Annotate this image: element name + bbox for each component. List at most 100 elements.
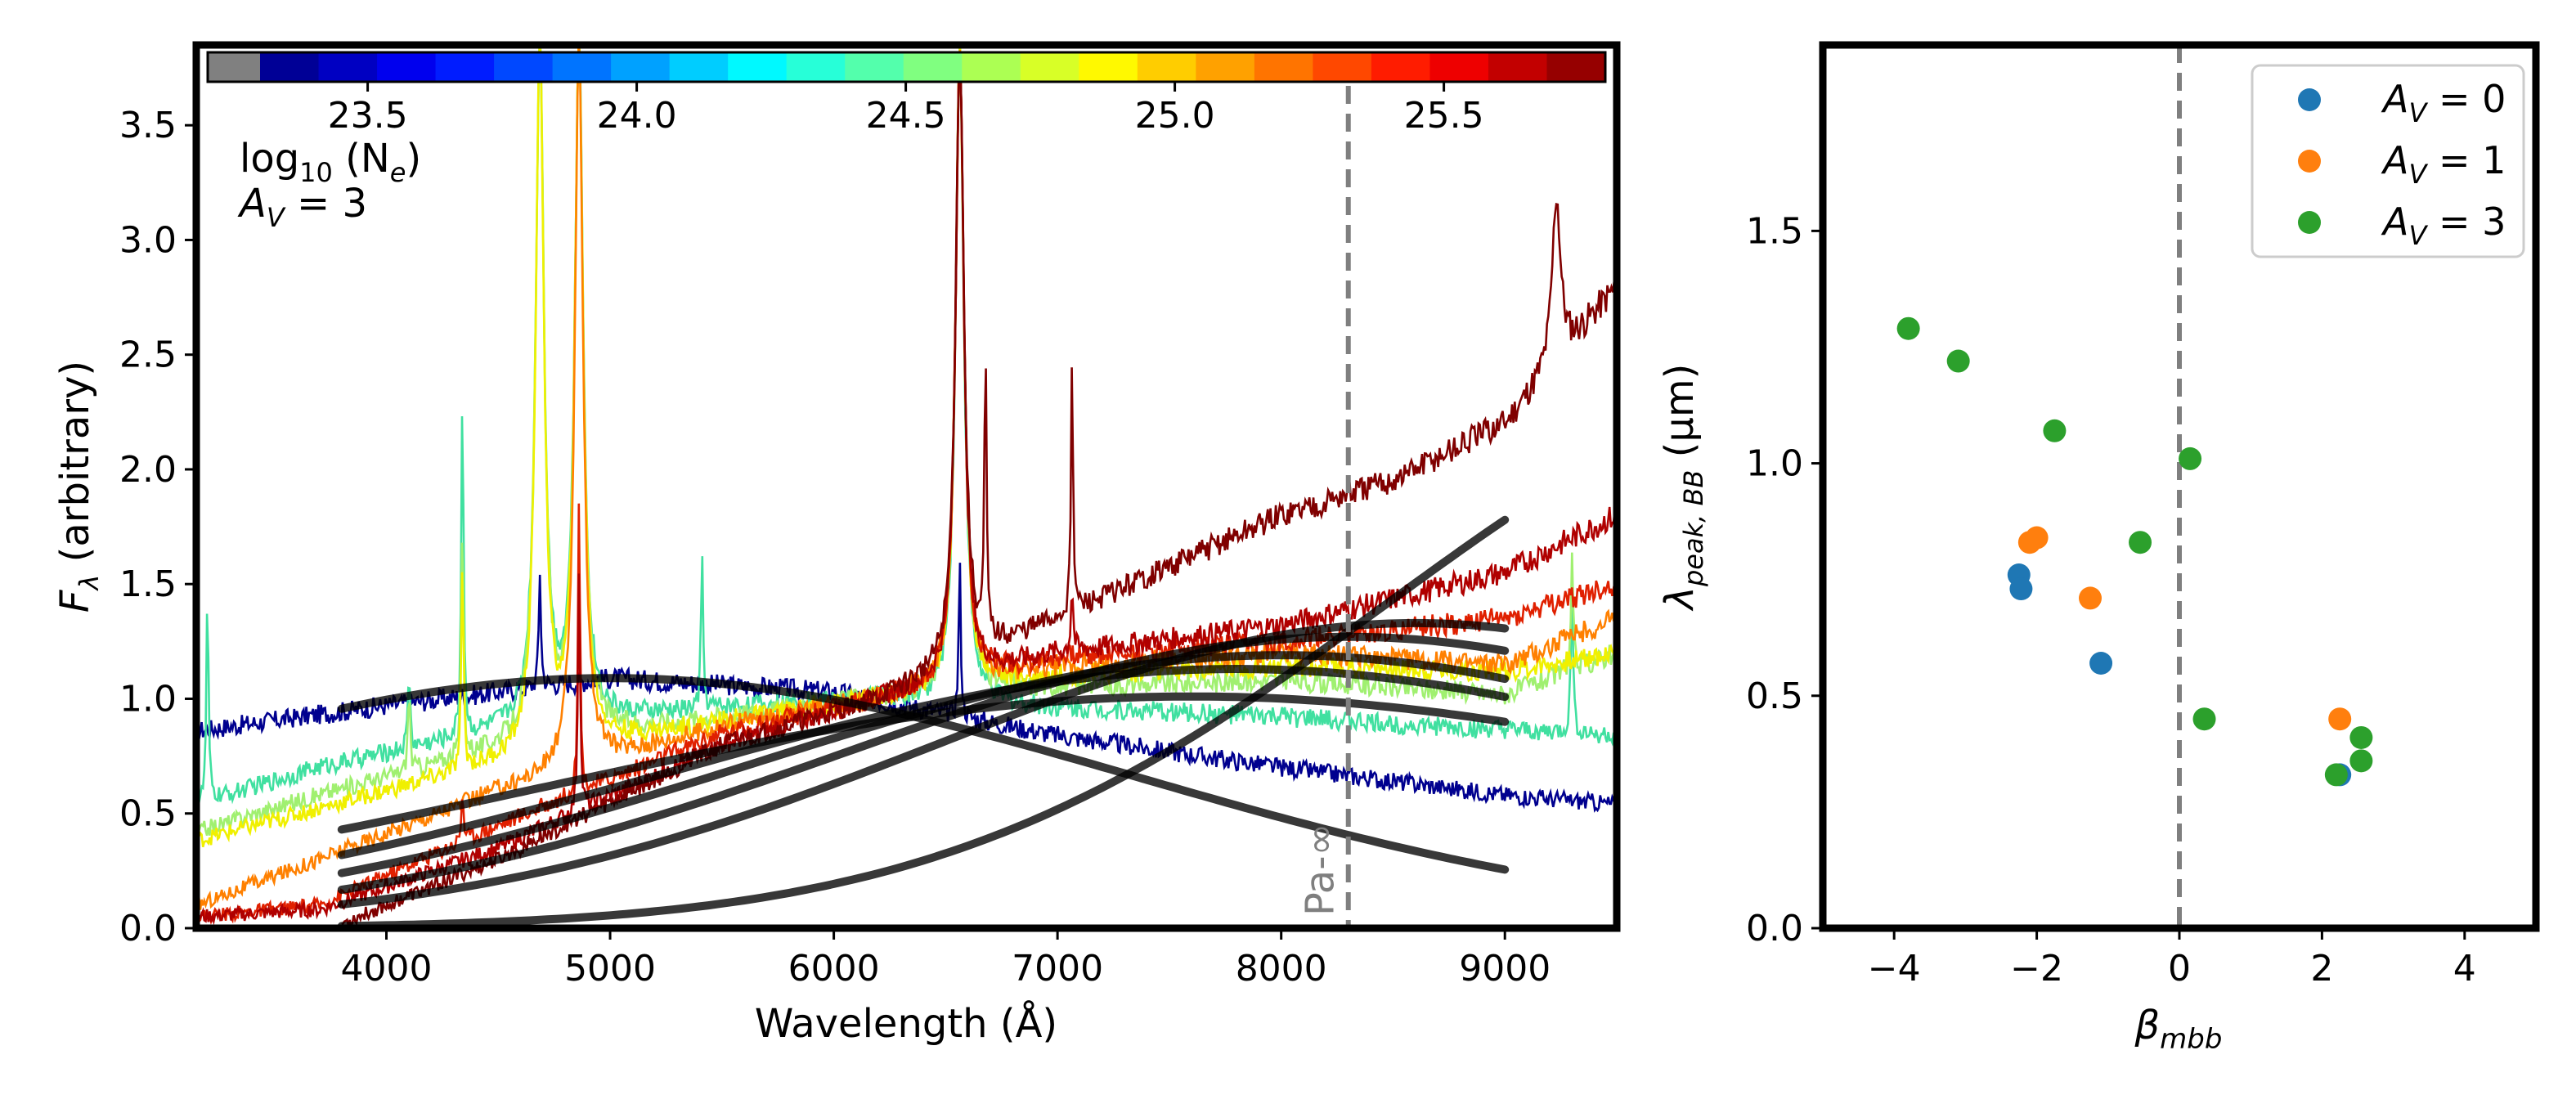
colorbar-swatch: [1546, 52, 1606, 82]
blackbody-fit-curve: [337, 664, 1510, 859]
blackbody-fit-curve: [337, 632, 1510, 894]
legend-marker: [2298, 150, 2321, 173]
scatter-point: [2009, 577, 2033, 601]
y-tick-label: 1.5: [119, 563, 177, 605]
left-y-ticks: 0.0 0.5 1.0 1.5 2.0 2.5 3.0 3.5: [119, 105, 196, 949]
legend-label: AV = 3: [2381, 200, 2506, 251]
colorbar-tick-label: 23.5: [328, 95, 408, 137]
spectrum-line: [196, 56, 1617, 926]
colorbar-swatch: [1313, 52, 1372, 82]
colorbar-swatch: [903, 52, 963, 82]
x-tick-label: 4000: [341, 948, 433, 990]
x-tick-label: 4: [2453, 948, 2476, 990]
y-tick-label: 3.0: [119, 219, 177, 261]
right-x-ticks: −4 −2 0 2 4: [1868, 928, 2476, 990]
colorbar-outline: [206, 51, 1607, 83]
scatter-point: [1896, 316, 1920, 340]
y-tick-label: 1.5: [1746, 210, 1803, 252]
colorbar-swatch: [494, 52, 554, 82]
x-tick-label: 0: [2168, 948, 2191, 990]
scatter-panel: −4 −2 0 2 4 0.0 0.5 1.0 1.5 βmbb λpeak, BB (μm)…: [1657, 41, 2540, 1056]
y-tick-label: 0.0: [119, 908, 177, 949]
colorbar-swatch: [669, 52, 729, 82]
right-y-axis-label: λpeak, BB (μm): [1657, 364, 1709, 613]
colorbar-swatch: [728, 52, 788, 82]
x-tick-label: 7000: [1012, 948, 1103, 990]
blackbody-fit-curves: [337, 515, 1510, 928]
x-tick-label: 8000: [1236, 948, 1327, 990]
y-tick-label: 0.5: [1746, 675, 1803, 717]
scatter-point: [2192, 707, 2216, 731]
x-tick-label: −2: [2010, 948, 2063, 990]
colorbar-swatch: [611, 52, 671, 82]
y-tick-label: 2.5: [119, 334, 177, 376]
legend-marker: [2298, 211, 2321, 234]
legend-marker: [2298, 88, 2321, 111]
scatter-point: [2043, 419, 2067, 442]
legend-label: AV = 1: [2381, 138, 2506, 190]
colorbar-swatch: [1254, 52, 1313, 82]
scatter-point: [2079, 586, 2102, 610]
spectrum-line: [196, 45, 1617, 837]
density-colorbar: 23.5 24.0 24.5 25.0 25.5: [206, 51, 1607, 137]
colorbar-tick-label: 24.5: [866, 95, 946, 137]
left-y-axis-label: Fλ (arbitrary): [52, 361, 105, 613]
scatter-point: [2129, 531, 2152, 554]
colorbar-tick-label: 24.0: [597, 95, 677, 137]
scatter-point: [2328, 707, 2352, 731]
left-x-ticks: 4000 5000 6000 7000 8000 9000: [341, 928, 1551, 990]
left-axes-frame: [192, 41, 1621, 932]
scatter-points: [1896, 316, 2373, 787]
colorbar-swatch: [786, 52, 846, 82]
colorbar-tick-label: 25.5: [1404, 95, 1484, 137]
scatter-point: [2179, 447, 2202, 470]
right-y-ticks: 0.0 0.5 1.0 1.5: [1746, 210, 1823, 949]
extinction-annotation: AV = 3: [237, 181, 367, 233]
scatter-point: [2349, 725, 2373, 749]
colorbar-swatch: [845, 52, 904, 82]
colorbar-swatch: [260, 52, 320, 82]
colorbar-label: log10 (Ne): [240, 136, 421, 188]
legend: AV = 0 AV = 1 AV = 3: [2251, 64, 2525, 258]
spectrum-line: [196, 52, 1617, 925]
colorbar-swatch: [318, 52, 378, 82]
blackbody-fit-curve: [337, 515, 1510, 928]
colorbar-swatch: [552, 52, 612, 82]
colorbar-swatch: [435, 52, 495, 82]
colorbar-swatch: [1137, 52, 1196, 82]
y-tick-label: 1.0: [119, 678, 177, 720]
x-tick-label: 2: [2310, 948, 2333, 990]
blackbody-fit-curve: [337, 618, 1510, 909]
y-tick-label: 0.0: [1746, 908, 1803, 949]
spectra-panel: Pa-∞ 23.5 24.0 24.5 25.0 25.5 4000 5000 6000 70…: [52, 41, 1621, 1047]
colorbar-swatch: [377, 52, 437, 82]
x-tick-label: 5000: [564, 948, 656, 990]
scatter-point: [2324, 763, 2348, 787]
x-tick-label: 6000: [788, 948, 880, 990]
x-tick-label: −4: [1868, 948, 1921, 990]
scatter-point: [2089, 652, 2113, 675]
colorbar-under-swatch: [208, 52, 260, 82]
legend-box: [2251, 64, 2525, 258]
y-tick-label: 1.0: [1746, 443, 1803, 485]
scatter-point: [2025, 526, 2049, 550]
colorbar-swatch: [1196, 52, 1255, 82]
colorbar-swatch: [1488, 52, 1547, 82]
colorbar-tick-label: 25.0: [1135, 95, 1215, 137]
colorbar-swatch: [1079, 52, 1138, 82]
colorbar-swatch: [1371, 52, 1430, 82]
y-tick-label: 2.0: [119, 449, 177, 491]
y-tick-label: 3.5: [119, 105, 177, 146]
right-x-axis-label: βmbb: [2134, 1003, 2223, 1056]
colorbar-swatch: [1020, 52, 1079, 82]
scatter-point: [1946, 349, 1970, 373]
pa-infinity-label: Pa-∞: [1298, 823, 1344, 916]
left-x-axis-label: Wavelength (Å): [755, 1000, 1057, 1047]
legend-label: AV = 0: [2381, 77, 2506, 128]
x-tick-label: 9000: [1459, 948, 1551, 990]
colorbar-swatch: [1429, 52, 1489, 82]
spectrum-line: [196, 563, 1617, 813]
colorbar-swatch: [962, 52, 1021, 82]
paschen-limit-line: Pa-∞: [1298, 86, 1351, 928]
